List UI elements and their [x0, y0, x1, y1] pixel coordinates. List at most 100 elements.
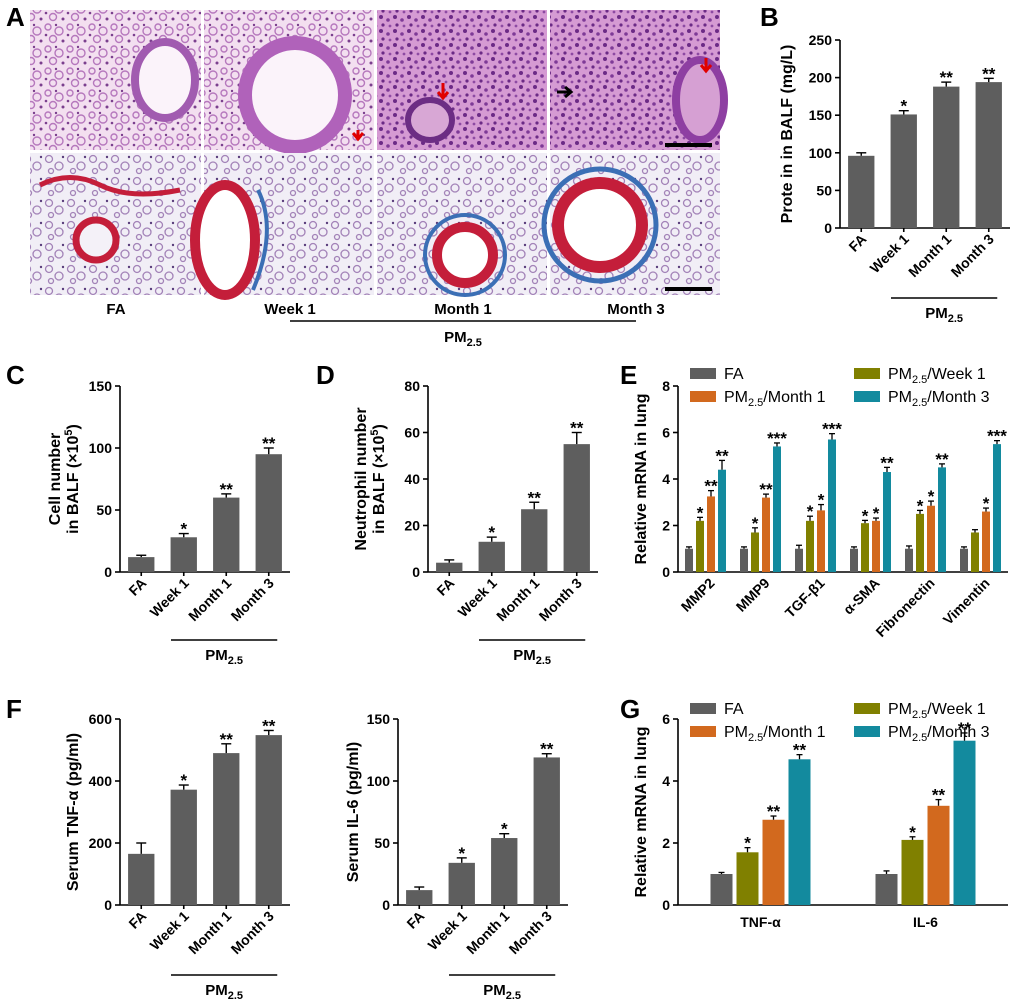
y-axis-label-line1: Neutrophil number — [353, 407, 370, 550]
bar-il-6-s1 — [901, 839, 924, 905]
micrograph-grid — [30, 10, 728, 300]
caption-fa: FA — [106, 301, 125, 318]
significance-mark: ** — [715, 446, 729, 465]
he-image-month1 — [377, 10, 547, 150]
caption-month3: Month 3 — [607, 301, 665, 318]
bar-mmp2-s1 — [696, 520, 704, 572]
label-subscript: 2.5 — [912, 709, 927, 721]
bar-vimentin-s0 — [960, 548, 968, 572]
significance-mark: ** — [767, 802, 781, 821]
x-tick-label-1: MMP9 — [733, 575, 773, 615]
legend-swatch-0 — [690, 368, 716, 379]
y-tick-label-2: 4 — [662, 471, 670, 487]
bar-week-1 — [170, 789, 197, 905]
x-tick-label-0: FA — [403, 908, 427, 932]
y-tick-label-2: 100 — [367, 773, 391, 789]
significance-mark: * — [458, 844, 465, 863]
label-part: PM — [724, 389, 748, 406]
significance-mark: * — [983, 494, 990, 513]
label-part: /Month 1 — [763, 724, 825, 741]
significance-mark: ** — [540, 740, 554, 759]
x-tick-label-3: Month 3 — [228, 908, 277, 957]
bar-month-1 — [213, 753, 240, 905]
significance-mark: ** — [982, 64, 996, 83]
y-tick-label-1: 2 — [662, 835, 670, 851]
significance-mark: * — [900, 97, 907, 116]
panel-label-d: D — [316, 360, 335, 390]
significance-mark: ** — [793, 741, 807, 760]
significance-mark: * — [928, 487, 935, 506]
label-subscript: 2.5 — [912, 732, 927, 744]
label-part: ) — [371, 424, 388, 429]
significance-mark: * — [180, 771, 187, 790]
bar-α-sma-s1 — [861, 523, 869, 572]
bar-tnf-α-s2 — [762, 819, 785, 905]
legend-swatch-3 — [854, 726, 880, 737]
label-part: in BALF (×10 — [371, 436, 388, 534]
x-tick-label-0: FA — [125, 908, 149, 932]
label-part: PM — [513, 647, 536, 664]
y-axis-label: Relative mRNA in lung — [633, 727, 650, 898]
significance-mark: * — [697, 503, 704, 522]
significance-mark: ** — [220, 480, 234, 499]
x-tick-label-3: α-SMA — [840, 575, 883, 618]
bar-fibronectin-s0 — [905, 548, 913, 572]
y-tick-label-3: 6 — [662, 425, 670, 441]
bar-mmp2-s2 — [707, 496, 715, 572]
legend-swatch-2 — [690, 726, 716, 737]
significance-mark: ** — [940, 68, 954, 87]
x-tick-label-4: Fibronectin — [872, 575, 937, 640]
label-part: PM — [888, 701, 912, 718]
significance-mark: ** — [958, 719, 972, 738]
label-part: FA — [724, 366, 744, 383]
label-part: PM — [925, 305, 948, 322]
label-part: /Month 3 — [927, 724, 989, 741]
he-image-month3 — [550, 10, 728, 150]
bar-week-1 — [478, 541, 505, 572]
y-tick-label-1: 200 — [89, 835, 113, 851]
significance-mark: ** — [220, 730, 234, 749]
bar-tnf-α-s3 — [788, 759, 811, 905]
pm-group-label: PM2.5 — [205, 982, 243, 1002]
bar-il-6-s2 — [927, 805, 950, 905]
bar-fibronectin-s3 — [938, 467, 946, 572]
significance-mark: * — [501, 820, 508, 839]
y-tick-label-3: 150 — [89, 378, 113, 394]
caption-month1: Month 1 — [434, 301, 492, 318]
panel-label-c: C — [6, 360, 25, 390]
label-part: PM — [888, 389, 912, 406]
bar-α-sma-s2 — [872, 520, 880, 572]
masson-image-week1 — [190, 153, 374, 300]
legend-label-1: PM2.5/Week 1 — [888, 366, 986, 386]
bar-week-1 — [448, 862, 475, 905]
label-part: /Week 1 — [927, 366, 986, 383]
x-tick-label-0: MMP2 — [678, 575, 718, 615]
y-tick-label-0: 0 — [104, 897, 112, 913]
x-tick-label-3: Month 3 — [228, 575, 277, 624]
legend-label-3: PM2.5/Month 3 — [888, 724, 990, 744]
significance-mark: * — [909, 823, 916, 842]
y-axis-label: Relative mRNA in lung — [633, 394, 650, 565]
label-subscript: 2.5 — [228, 990, 243, 1002]
y-tick-label-2: 400 — [89, 773, 113, 789]
x-tick-label-2: Month 1 — [463, 908, 512, 957]
bar-fibronectin-s2 — [927, 505, 935, 572]
pm-group-label: PM2.5 — [925, 305, 963, 325]
bar-tgf-β1-s3 — [828, 439, 836, 572]
x-tick-label-2: Month 1 — [185, 575, 234, 624]
panel-label-b: B — [760, 2, 779, 32]
legend-swatch-1 — [854, 368, 880, 379]
significance-mark: ** — [935, 450, 949, 469]
bar-tgf-β1-s0 — [795, 548, 803, 572]
y-tick-label-1: 20 — [404, 518, 420, 534]
x-tick-label-0: TNF-α — [740, 914, 781, 930]
x-tick-label-3: Month 3 — [948, 231, 997, 280]
bar-tnf-α-s0 — [710, 874, 733, 905]
label-subscript: 2.5 — [506, 990, 521, 1002]
label-subscript: 2.5 — [536, 655, 551, 667]
